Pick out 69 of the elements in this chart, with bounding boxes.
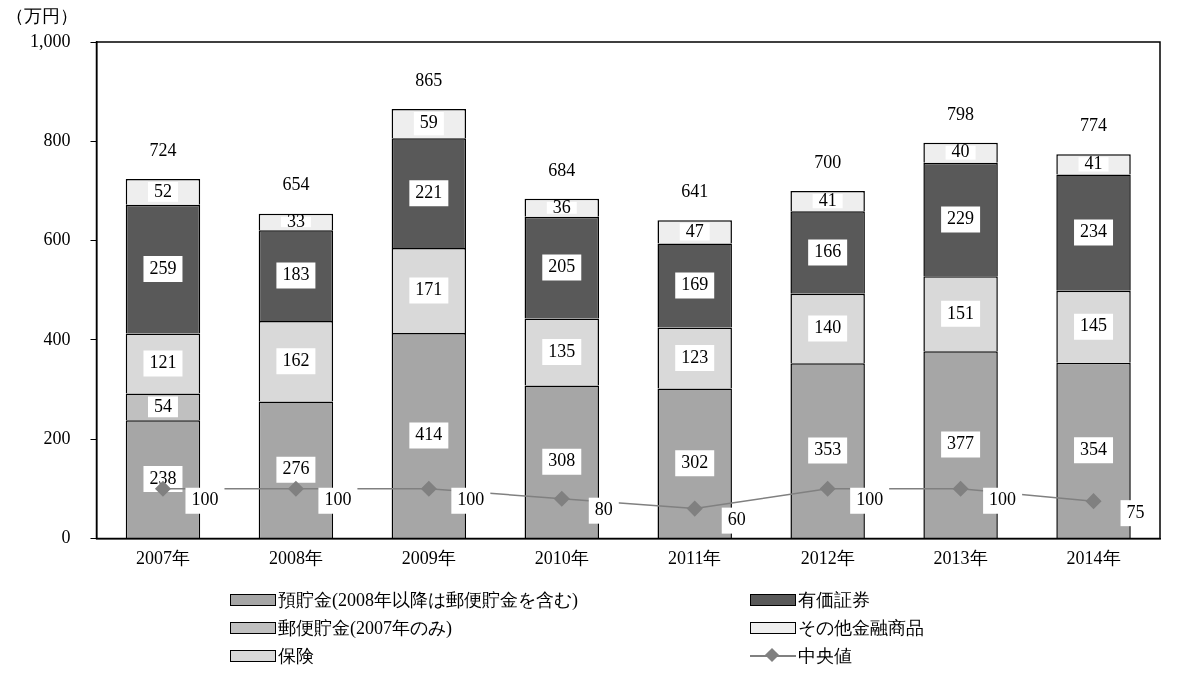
y-axis-title: （万円）	[6, 5, 78, 26]
data-label: 59	[419, 112, 438, 133]
data-label: 121	[149, 352, 177, 373]
x-tick-label: 2010年	[534, 547, 589, 568]
data-label: 100	[856, 489, 884, 510]
x-tick-label: 2012年	[800, 547, 855, 568]
data-label: 183	[282, 264, 310, 285]
data-label: 140	[814, 317, 842, 338]
y-tick-label: 1,000	[30, 30, 71, 51]
total-label: 724	[149, 139, 177, 160]
data-label: 145	[1080, 315, 1108, 336]
y-tick-label: 200	[43, 427, 71, 448]
x-tick-label: 2013年	[933, 547, 988, 568]
data-label: 123	[681, 346, 709, 367]
total-label: 774	[1080, 114, 1108, 135]
y-tick-label: 0	[61, 527, 71, 548]
data-label: 41	[818, 189, 837, 210]
data-label: 171	[415, 279, 443, 300]
data-label: 80	[594, 499, 613, 520]
x-tick-label: 2009年	[401, 547, 456, 568]
total-label: 865	[415, 69, 443, 90]
data-label: 308	[548, 450, 576, 471]
data-label: 52	[153, 180, 172, 201]
total-label: 641	[681, 180, 709, 201]
x-tick-label: 2008年	[268, 547, 323, 568]
data-label: 276	[282, 458, 310, 479]
data-label: 100	[191, 489, 219, 510]
x-tick-label: 2011年	[668, 547, 722, 568]
data-label: 36	[552, 196, 571, 217]
data-label: 377	[947, 433, 975, 454]
data-label: 354	[1080, 439, 1108, 460]
data-label: 353	[814, 439, 842, 460]
data-label: 41	[1084, 153, 1103, 174]
total-label: 700	[814, 151, 842, 172]
legend-label: 中央値	[798, 645, 852, 668]
data-label: 259	[149, 257, 177, 278]
data-label: 47	[685, 220, 704, 241]
data-label: 100	[457, 489, 485, 510]
legend-label: 郵便貯金(2007年のみ)	[278, 617, 452, 640]
data-label: 166	[814, 241, 842, 262]
data-label: 75	[1126, 501, 1145, 522]
data-label: 234	[1080, 221, 1108, 242]
y-tick-label: 400	[43, 328, 71, 349]
data-label: 54	[153, 395, 172, 416]
data-label: 302	[681, 451, 709, 472]
data-label: 169	[681, 274, 709, 295]
legend-label: その他金融商品	[798, 617, 924, 640]
total-label: 654	[282, 174, 310, 195]
data-label: 100	[324, 489, 352, 510]
legend-label: 保険	[278, 645, 314, 668]
data-label: 205	[548, 256, 576, 277]
data-label: 60	[727, 509, 746, 530]
data-label: 40	[951, 141, 970, 162]
legend-label: 有価証券	[798, 589, 870, 612]
data-label: 221	[415, 181, 443, 202]
legend-label: 預貯金(2008年以降は郵便貯金を含む)	[278, 589, 578, 612]
total-label: 798	[947, 103, 975, 124]
x-tick-label: 2014年	[1066, 547, 1121, 568]
data-label: 151	[947, 302, 975, 323]
data-label: 414	[415, 424, 443, 445]
x-tick-label: 2007年	[135, 547, 190, 568]
data-label: 135	[548, 340, 576, 361]
data-label: 229	[947, 208, 975, 229]
data-label: 100	[989, 489, 1017, 510]
y-tick-label: 600	[43, 229, 71, 250]
data-label: 238	[149, 467, 177, 488]
total-label: 684	[548, 159, 576, 180]
data-label: 162	[282, 349, 310, 370]
y-tick-label: 800	[43, 130, 71, 151]
